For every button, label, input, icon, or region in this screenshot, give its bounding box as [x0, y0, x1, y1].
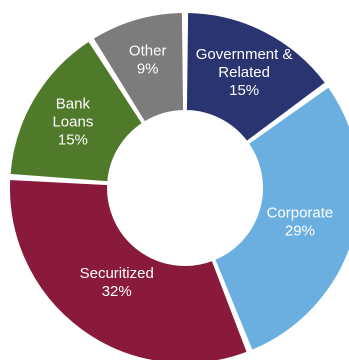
slice-category-label: Securitized: [80, 265, 154, 282]
slice-value-label: 9%: [137, 61, 159, 78]
slice-label-bank-loans: Bank Loans 15%: [52, 96, 93, 149]
slice-bank-loans: [8, 39, 145, 184]
slice-value-label: 32%: [102, 283, 132, 300]
slice-label-corporate: Corporate 29%: [267, 204, 334, 239]
slice-label-other: Other 9%: [129, 43, 167, 78]
slice-label-government-related: Government & Related 15%: [196, 46, 293, 99]
slice-value-label: 15%: [229, 82, 259, 99]
slice-category-label: Related: [218, 64, 270, 81]
slice-government-related: [184, 11, 328, 144]
slice-value-label: 29%: [285, 222, 315, 239]
slice-category-label: Government &: [196, 46, 293, 63]
slice-category-label: Other: [129, 43, 167, 60]
slice-label-securitized: Securitized 32%: [80, 265, 154, 300]
slice-corporate: [212, 84, 349, 353]
slice-value-label: 15%: [58, 132, 88, 149]
slice-other: [91, 11, 186, 124]
slice-category-label: Corporate: [267, 204, 334, 221]
slices-group: [8, 11, 349, 360]
slice-securitized: [8, 178, 250, 360]
slice-category-label: Bank: [56, 96, 91, 113]
labels-group: Government & Related 15%Corporate 29%Securi…: [52, 43, 333, 300]
slice-category-label: Loans: [52, 114, 93, 131]
